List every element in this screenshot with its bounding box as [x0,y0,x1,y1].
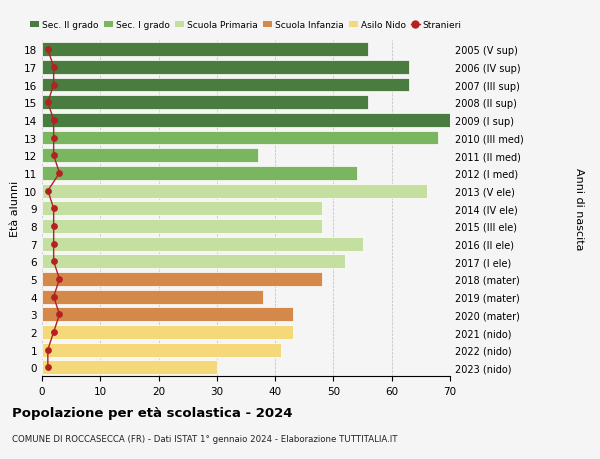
Text: Anni di nascita: Anni di nascita [574,168,584,250]
Point [43,188,53,195]
Point [43,46,53,54]
Bar [42,202,322,216]
Point [43,364,53,371]
Text: Popolazione per età scolastica - 2024: Popolazione per età scolastica - 2024 [12,406,293,419]
Bar [42,149,257,163]
Bar [42,273,322,286]
Point [49,117,58,124]
Point [49,241,58,248]
Bar [42,255,345,269]
Point [43,99,53,106]
Bar [42,61,409,75]
Point [55,276,64,283]
Bar [42,167,357,180]
Point [49,152,58,160]
Point [43,346,53,353]
Point [55,311,64,319]
Legend: Sec. II grado, Sec. I grado, Scuola Primaria, Scuola Infanzia, Asilo Nido, Stran: Sec. II grado, Sec. I grado, Scuola Prim… [27,17,465,34]
Bar [42,96,368,110]
Point [49,82,58,89]
Bar [42,361,217,375]
Bar [42,219,322,233]
Bar [42,185,427,198]
Point [49,134,58,142]
Bar [42,308,293,322]
Text: COMUNE DI ROCCASECCA (FR) - Dati ISTAT 1° gennaio 2024 - Elaborazione TUTTITALIA: COMUNE DI ROCCASECCA (FR) - Dati ISTAT 1… [12,434,398,443]
Bar [42,78,409,92]
Point [49,258,58,265]
Bar [42,325,293,339]
Bar [42,237,362,251]
Bar [42,343,281,357]
Point [49,223,58,230]
Point [49,64,58,72]
Point [49,205,58,213]
Bar [42,290,263,304]
Y-axis label: Età alunni: Età alunni [10,181,20,237]
Point [49,329,58,336]
Point [55,170,64,177]
Bar [42,131,439,145]
Bar [42,43,368,57]
Bar [42,114,450,128]
Point [49,293,58,301]
